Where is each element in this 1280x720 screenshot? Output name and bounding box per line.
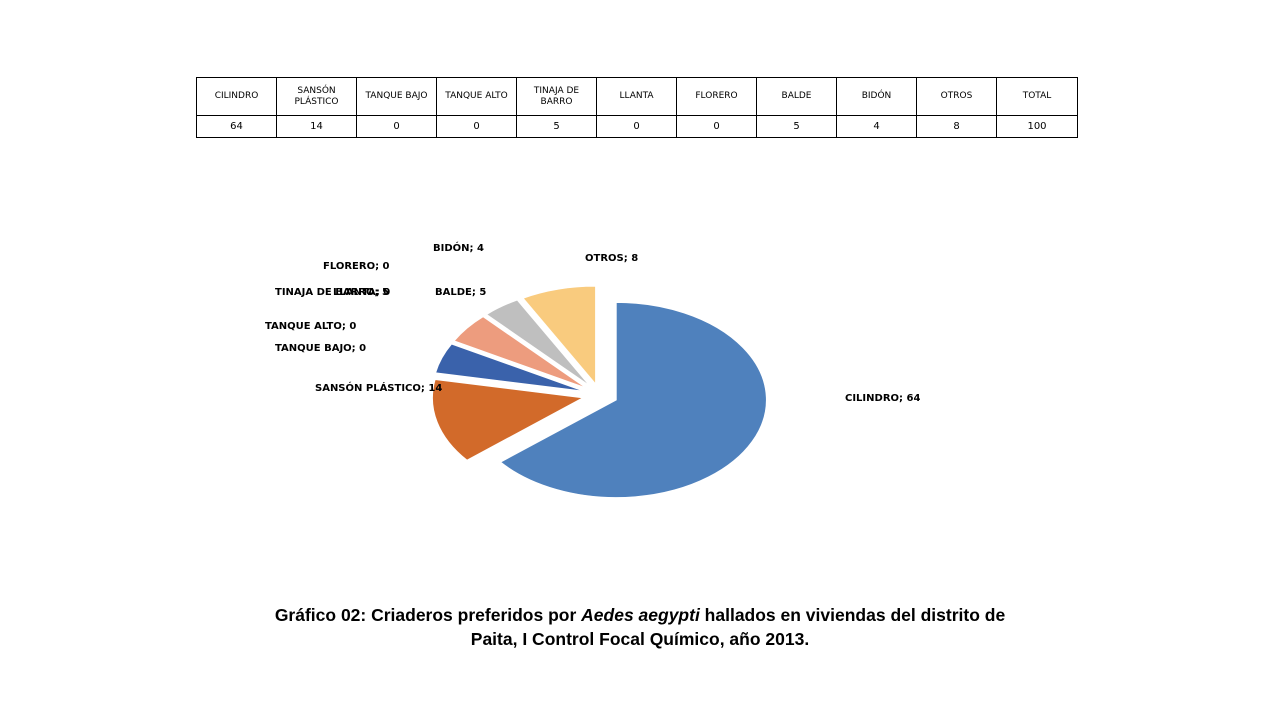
pie-slice-sanson-plastico [432,379,584,461]
pie-label-llanta: LLANTA; 0 [333,287,390,298]
table-value-cell: 0 [676,115,757,138]
table-header-cell: OTROS [916,77,997,116]
caption-text: hallados en viviendas del distrito de [699,605,1006,625]
table-value-cell: 0 [436,115,517,138]
table-value-cell: 64 [196,115,277,138]
table-header-cell: LLANTA [596,77,677,116]
caption-species: Aedes aegypti [581,605,700,625]
table-value-cell: 0 [356,115,437,138]
table-header-cell: FLORERO [676,77,757,116]
pie-slice-tinaja-de-barro [435,343,584,392]
table-header-cell: TANQUE BAJO [356,77,437,116]
table-value-cell: 8 [916,115,997,138]
table-header-cell: TOTAL [996,77,1078,116]
pie-label-cilindro: CILINDRO; 64 [845,393,920,404]
table-header-cell: SANSÓN PLÁSTICO [276,77,357,116]
table-header-cell: BIDÓN [836,77,917,116]
pie-slice-bidon [485,299,590,386]
pie-slice-balde [453,316,587,389]
pie-label-bidon: BIDÓN; 4 [433,241,484,254]
chart-caption: Gráfico 02: Criaderos preferidos por Aed… [140,603,1140,651]
pie-slice-otros [522,285,596,385]
pie-label-florero: FLORERO; 0 [323,261,390,272]
pie-label-tinaja-de-barro: TINAJA DE BARRO; 5 [275,287,389,298]
table-value-cell: 4 [836,115,917,138]
pie-slice-cilindro [499,302,767,498]
caption-text: Paita, I Control Focal Químico, año 2013… [470,629,810,649]
table-value-cell: 14 [276,115,357,138]
caption-text: Gráfico 02: Criaderos preferidos por [274,605,582,625]
table-value-cell: 5 [516,115,597,138]
table-value-cell: 5 [756,115,837,138]
table-header-cell: TINAJA DE BARRO [516,77,597,116]
table-header-row: CILINDRO SANSÓN PLÁSTICO TANQUE BAJO TAN… [196,77,1078,116]
pie-chart: CILINDRO; 64 SANSÓN PLÁSTICO; 14 TANQUE BA… [265,241,920,498]
data-table: CILINDRO SANSÓN PLÁSTICO TANQUE BAJO TAN… [196,77,1078,138]
table-value-row: 64 14 0 0 5 0 0 5 4 8 100 [196,115,1078,138]
pie-label-balde: BALDE; 5 [435,287,486,298]
pie-label-tanque-bajo: TANQUE BAJO; 0 [275,343,366,354]
table-header-cell: BALDE [756,77,837,116]
table-value-cell: 0 [596,115,677,138]
table-value-cell: 100 [996,115,1078,138]
pie-label-tanque-alto: TANQUE ALTO; 0 [265,321,356,332]
table-header-cell: TANQUE ALTO [436,77,517,116]
pie-label-sanson-plastico: SANSÓN PLÁSTICO; 14 [315,381,442,394]
table-header-cell: CILINDRO [196,77,277,116]
pie-label-otros: OTROS; 8 [585,253,638,264]
